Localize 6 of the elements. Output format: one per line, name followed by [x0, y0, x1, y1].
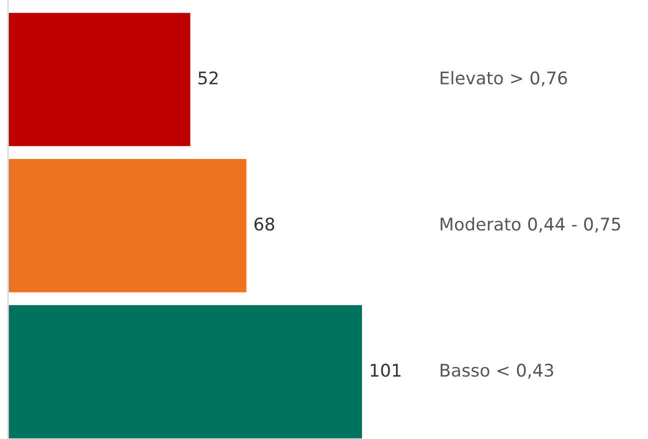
- data-label: 52: [198, 71, 218, 85]
- y-tick-label: Moderato 0,44 - 0,75: [440, 217, 620, 232]
- data-label: 101: [370, 364, 400, 377]
- data-label: 68: [254, 218, 274, 231]
- y-tick-label: Basso < 0,43: [440, 364, 554, 379]
- y-tick-label: Elevato > 0,76: [440, 71, 567, 86]
